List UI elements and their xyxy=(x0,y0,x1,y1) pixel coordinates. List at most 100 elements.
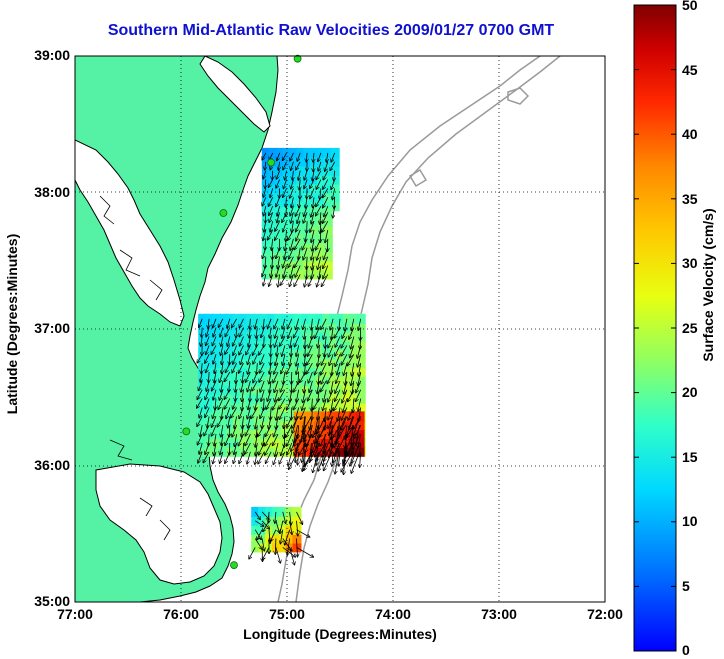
velocity-cell xyxy=(292,533,302,544)
velocity-vector xyxy=(279,407,286,420)
velocity-vector xyxy=(331,152,336,162)
inner-coastline xyxy=(99,195,171,541)
velocity-vector xyxy=(270,327,272,338)
velocity-cell xyxy=(260,384,270,395)
velocity-cell xyxy=(225,349,235,360)
velocity-vector xyxy=(236,371,237,383)
velocity-cell xyxy=(285,524,295,535)
velocity-cell xyxy=(330,147,340,158)
velocity-vector xyxy=(304,380,306,393)
velocity-vector xyxy=(294,238,301,250)
colorbar xyxy=(633,4,677,652)
velocity-cell xyxy=(289,183,299,194)
velocity-vector xyxy=(221,407,223,420)
velocity-cell xyxy=(323,216,333,227)
velocity-cell xyxy=(280,322,290,333)
velocity-cell xyxy=(225,340,235,351)
velocity-vector xyxy=(221,425,223,437)
velocity-cell xyxy=(198,420,208,431)
colorbar-tick-label: 45 xyxy=(682,62,698,78)
velocity-vector xyxy=(290,511,292,525)
velocity-cell xyxy=(289,269,299,280)
velocity-cell xyxy=(356,384,366,395)
velocity-cell xyxy=(328,420,337,431)
velocity-vector xyxy=(209,434,210,446)
velocity-vector xyxy=(324,451,333,471)
velocity-cell xyxy=(303,269,313,280)
velocity-vector xyxy=(233,354,237,364)
velocity-cell xyxy=(267,438,277,448)
velocity-cell xyxy=(246,402,256,413)
velocity-cell xyxy=(253,313,263,324)
radar-station-marker xyxy=(219,209,228,217)
velocity-vector xyxy=(341,354,348,365)
velocity-vector xyxy=(283,221,287,232)
velocity-vector xyxy=(250,389,251,402)
velocity-cell xyxy=(218,446,228,457)
velocity-cell xyxy=(258,533,268,544)
velocity-cell xyxy=(267,393,277,404)
velocity-cell xyxy=(294,367,304,377)
velocity-cell xyxy=(225,313,235,324)
velocity-vector xyxy=(307,221,308,233)
velocity-cell xyxy=(356,367,366,377)
y-tick-label: 37:00 xyxy=(34,320,70,336)
velocity-vector xyxy=(261,511,269,519)
velocity-cell xyxy=(198,393,208,404)
radar-station-marker xyxy=(293,54,302,63)
velocity-cell xyxy=(246,446,256,457)
velocity-cell xyxy=(307,438,317,448)
velocity-cell xyxy=(274,411,283,422)
velocity-vector xyxy=(277,345,279,356)
velocity-vector xyxy=(317,318,320,330)
velocity-vector xyxy=(296,318,300,330)
velocity-cell xyxy=(246,384,256,395)
velocity-vector xyxy=(321,274,329,286)
velocity-vector xyxy=(335,451,340,474)
velocity-cell xyxy=(296,216,306,227)
velocity-cell xyxy=(275,233,285,244)
velocity-vector xyxy=(214,434,216,446)
velocity-cell xyxy=(275,201,285,212)
velocity-cell xyxy=(267,446,277,457)
velocity-vector xyxy=(323,188,329,197)
velocity-cell xyxy=(315,331,325,342)
velocity-vector xyxy=(287,318,293,329)
velocity-vector xyxy=(271,529,277,542)
velocity-vector xyxy=(208,318,209,328)
velocity-vector xyxy=(247,451,251,464)
velocity-cell xyxy=(275,156,285,167)
chesapeake-bay xyxy=(75,139,185,327)
velocity-vector xyxy=(260,354,265,364)
pamlico-sound xyxy=(95,463,223,585)
velocity-cell xyxy=(280,367,290,377)
velocity-cell xyxy=(232,420,242,431)
velocity-cell xyxy=(212,384,221,395)
velocity-vector xyxy=(294,336,300,347)
velocity-vector xyxy=(295,265,301,278)
velocity-vector xyxy=(263,188,267,197)
velocity-cell xyxy=(296,242,306,253)
velocity-vector xyxy=(312,170,314,181)
velocity-vector xyxy=(285,529,290,545)
velocity-vector xyxy=(352,425,353,445)
velocity-vector xyxy=(270,188,274,197)
velocity-vector xyxy=(239,345,244,354)
velocity-vector xyxy=(250,318,251,329)
velocity-cell xyxy=(330,174,340,185)
velocity-cell xyxy=(315,367,325,377)
velocity-cell xyxy=(267,375,277,386)
velocity-cell xyxy=(280,393,290,404)
velocity-vector xyxy=(227,318,231,328)
velocity-cell xyxy=(355,446,365,457)
velocity-vector xyxy=(296,511,303,524)
velocity-cell xyxy=(275,269,285,280)
velocity-cell xyxy=(225,375,235,386)
velocity-vector xyxy=(261,538,264,551)
velocity-cell xyxy=(310,242,319,253)
velocity-vector xyxy=(351,318,355,331)
velocity-vector xyxy=(311,318,312,330)
velocity-vector xyxy=(236,327,237,338)
velocity-cell xyxy=(287,402,297,413)
velocity-cell xyxy=(205,331,215,342)
